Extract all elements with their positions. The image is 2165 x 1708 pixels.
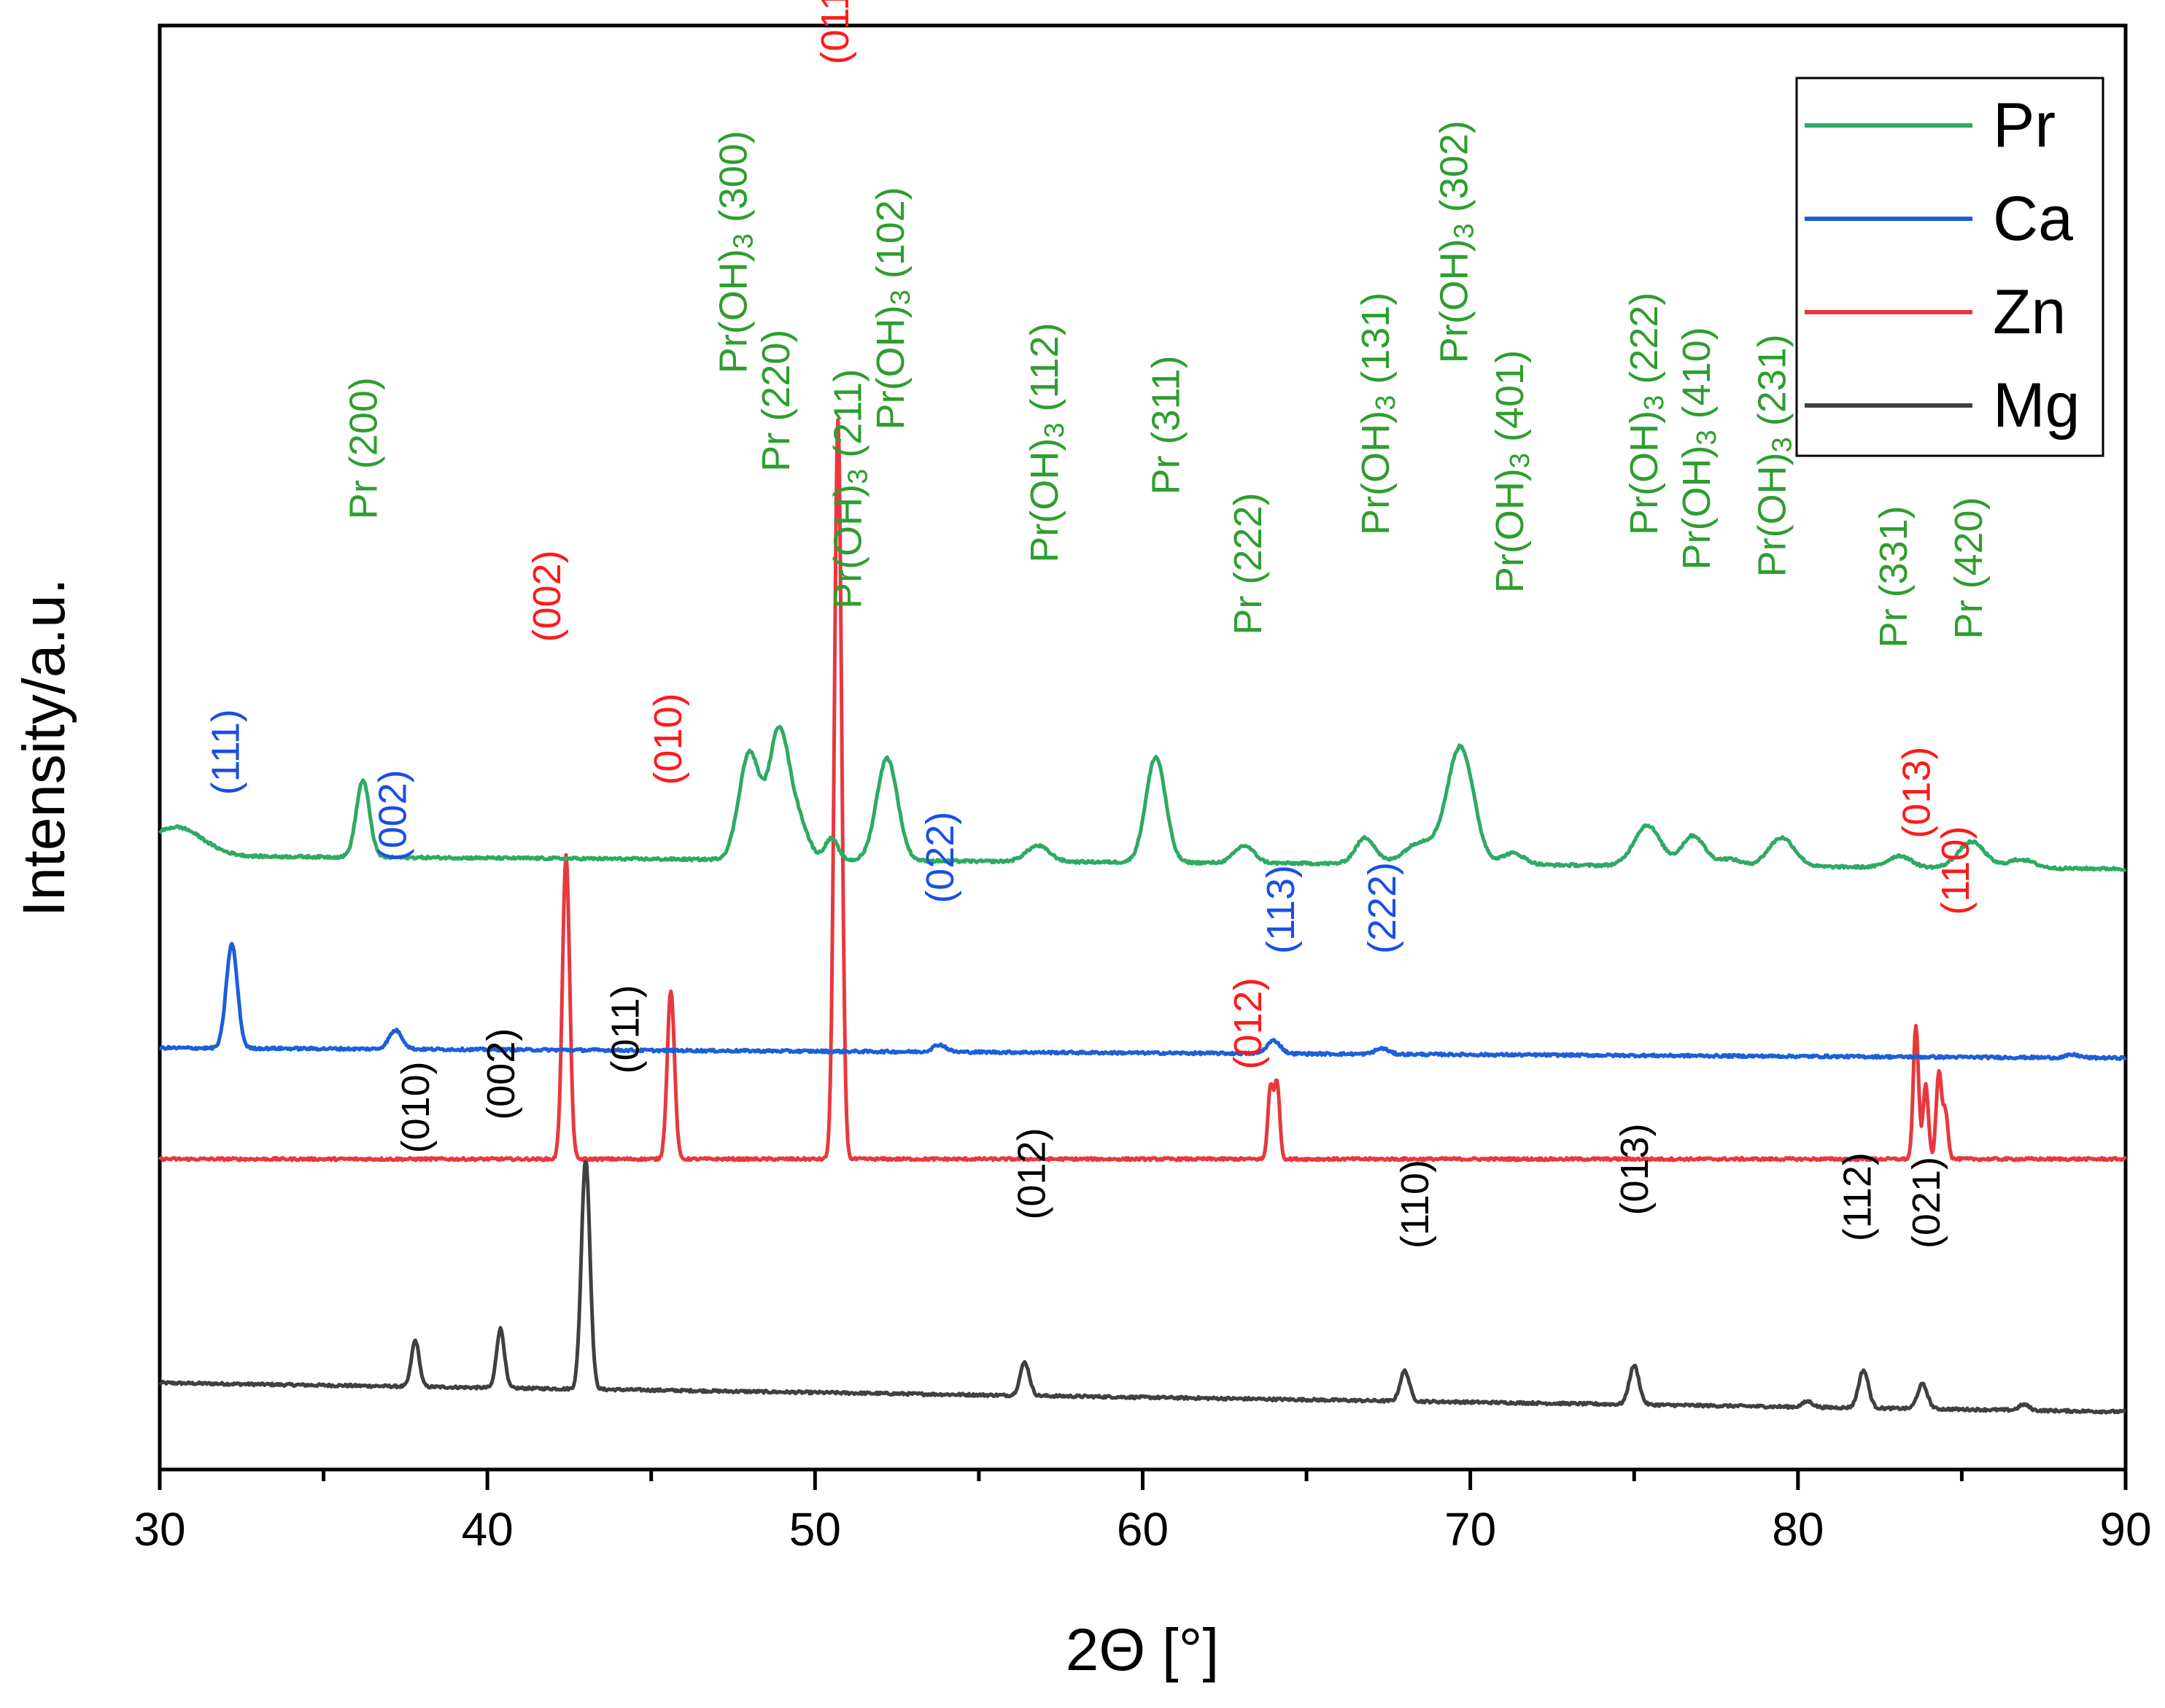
- peak-label-pr: Pr(OH)3 (231): [1751, 334, 1798, 577]
- peak-label-pr: Pr (220): [754, 330, 798, 472]
- x-axis: 30 40 50 60 70 80 90: [133, 1470, 2152, 1556]
- peak-label-mg: (021): [1905, 1157, 1948, 1249]
- x-tick-label: 70: [1444, 1503, 1496, 1556]
- peak-label-zn: (110): [1934, 826, 1978, 915]
- peak-label-ca: (222): [1360, 862, 1404, 954]
- legend-label-pr: Pr: [1993, 90, 2056, 160]
- x-tick-label: 80: [1772, 1503, 1824, 1556]
- series-line-pr: [158, 725, 2127, 872]
- peak-label-pr: Pr (311): [1145, 355, 1188, 494]
- x-tick-label: 90: [2099, 1503, 2151, 1556]
- peak-label-zn: (011): [813, 0, 857, 65]
- y-axis-title: Intensity/a.u.: [11, 578, 77, 917]
- series-layer: [158, 418, 2127, 1415]
- legend-label-mg: Mg: [1993, 370, 2080, 440]
- peak-label-pr: Pr (200): [341, 377, 385, 519]
- peak-label-pr: Pr (222): [1226, 493, 1270, 635]
- peak-label-mg: (110): [1393, 1160, 1437, 1249]
- peak-label-pr: Pr(OH)3 (401): [1488, 350, 1535, 593]
- x-tick-label: 50: [789, 1503, 841, 1556]
- legend-label-ca: Ca: [1993, 184, 2073, 254]
- series-line-ca: [158, 942, 2127, 1061]
- x-tick-label: 60: [1117, 1503, 1169, 1556]
- peak-label-pr: Pr(OH)3 (300): [712, 131, 759, 373]
- x-tick-label: 40: [462, 1503, 514, 1556]
- peak-label-zn: (010): [646, 693, 690, 785]
- peak-label-ca: (111): [204, 709, 248, 795]
- peak-label-mg: (011): [604, 985, 648, 1074]
- peak-label-mg: (012): [1010, 1127, 1054, 1219]
- annotation-layer: (010) (002) (011)(012) (110) (013) (112) (021)…: [204, 0, 1991, 1249]
- peak-label-pr: Pr(OH)3 (302): [1433, 120, 1480, 363]
- peak-label-pr: Pr(OH)3 (211): [826, 369, 874, 609]
- peak-label-mg: (112): [1835, 1152, 1879, 1241]
- series-line-zn: [158, 418, 2127, 1162]
- peak-label-ca: (113): [1259, 865, 1303, 954]
- peak-label-zn: (013): [1894, 747, 1938, 839]
- peak-label-ca: (002): [371, 769, 415, 861]
- x-tick-label: 30: [133, 1503, 185, 1556]
- legend: Pr Ca Zn Mg: [1795, 77, 2104, 457]
- peak-label-pr: Pr(OH)3 (222): [1622, 292, 1670, 535]
- peak-label-zn: (012): [1226, 977, 1270, 1069]
- legend-box: [1795, 77, 2104, 457]
- peak-label-pr: Pr(OH)3 (410): [1675, 327, 1722, 570]
- peak-label-mg: (013): [1613, 1123, 1657, 1215]
- peak-label-zn: (002): [525, 550, 569, 642]
- peak-label-mg: (010): [394, 1061, 438, 1153]
- peak-label-pr: Pr(OH)3 (102): [869, 187, 916, 430]
- peak-label-pr: Pr(OH)3 (112): [1023, 322, 1070, 562]
- peak-label-pr: Pr (331): [1872, 505, 1916, 648]
- peak-label-pr: Pr(OH)3 (131): [1354, 292, 1401, 535]
- peak-label-mg: (002): [479, 1028, 523, 1120]
- series-line-mg: [158, 1157, 2126, 1415]
- peak-label-ca: (022): [918, 812, 962, 904]
- x-axis-title: 2Θ [°]: [1066, 1617, 1220, 1683]
- legend-label-zn: Zn: [1993, 277, 2066, 347]
- peak-label-pr: Pr (420): [1947, 497, 1991, 639]
